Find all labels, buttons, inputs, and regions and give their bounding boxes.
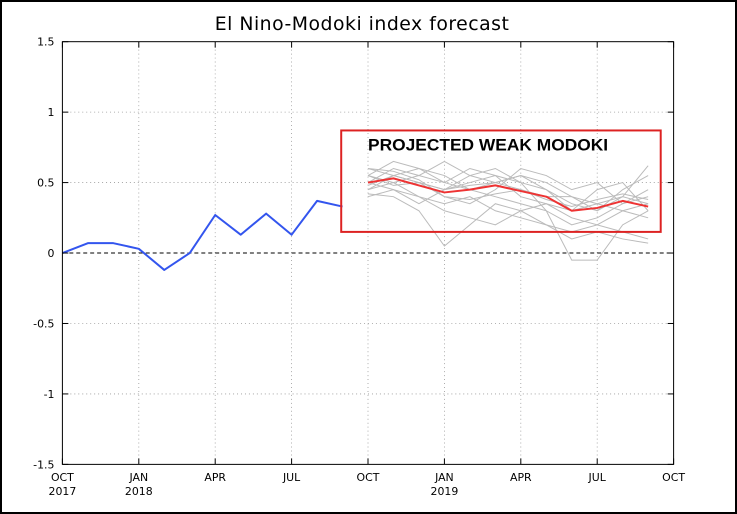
observed-line — [62, 199, 343, 271]
x-tick-label: JUL — [282, 471, 301, 484]
x-tick-year: 2019 — [431, 485, 459, 498]
ensemble-member-line — [367, 168, 649, 208]
ensemble-member-line — [367, 189, 649, 226]
ensemble-mean-line — [367, 177, 649, 212]
x-tick-label: JUL — [588, 471, 607, 484]
y-axis: 1.5 1 0.5 0 -0.5 -1 -1.5 — [33, 36, 674, 471]
annotation-box — [340, 129, 662, 233]
y-tick-label: -1.5 — [33, 458, 54, 471]
x-tick-label: OCT — [51, 471, 74, 484]
y-tick-label: -0.5 — [33, 317, 54, 330]
ensemble-member-line — [367, 175, 649, 212]
x-tick-label: OCT — [662, 471, 685, 484]
x-tick-label: JAN — [434, 471, 454, 484]
ensemble-member-line — [367, 182, 649, 240]
annotation: PROJECTED WEAK MODOKI — [340, 129, 662, 233]
ensemble-members — [367, 160, 649, 261]
x-tick-label: JAN — [128, 471, 148, 484]
x-tick-label: OCT — [357, 471, 380, 484]
x-tick-label: APR — [510, 471, 532, 484]
y-tick-label: 1.5 — [37, 36, 54, 49]
y-tick-label: -1 — [44, 388, 55, 401]
x-tick-year: 2017 — [49, 485, 77, 498]
y-tick-label: 0.5 — [37, 177, 54, 190]
ensemble-member-line — [367, 193, 649, 247]
series-lines — [62, 177, 649, 271]
chart-title: El Nino-Modoki index forecast — [215, 14, 510, 35]
ensemble-member-line — [367, 175, 649, 261]
y-tick-label: 1 — [48, 106, 55, 119]
annotation-text: PROJECTED WEAK MODOKI — [368, 135, 608, 154]
ensemble-member-line — [367, 174, 649, 212]
x-tick-label: APR — [204, 471, 226, 484]
x-tick-year: 2018 — [125, 485, 153, 498]
y-tick-label: 0 — [48, 247, 55, 260]
